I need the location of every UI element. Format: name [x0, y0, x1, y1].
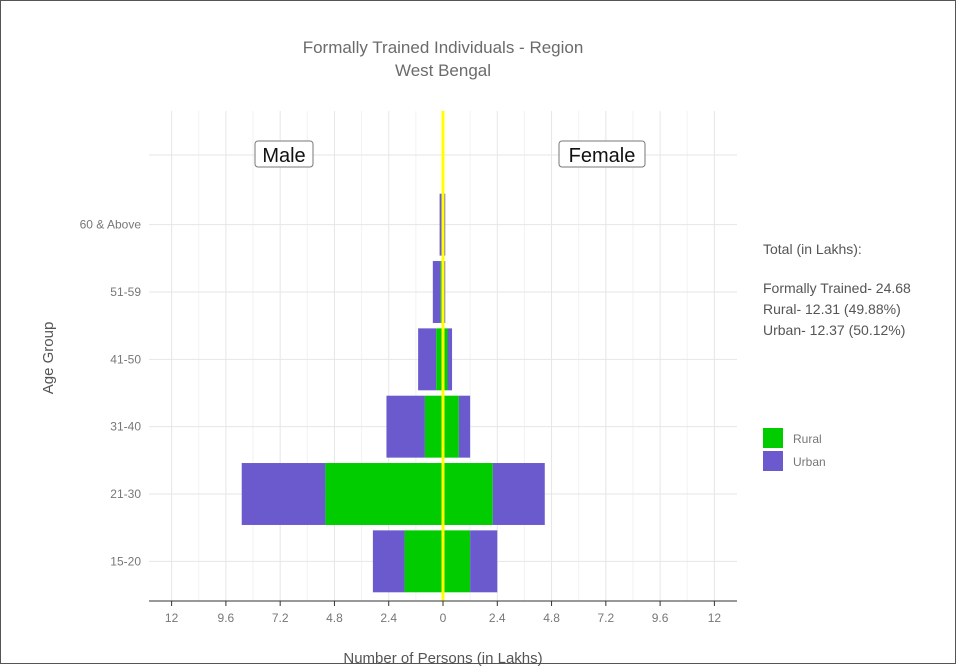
x-tick-label-4: 2.4 [380, 611, 397, 625]
bar-female-rural-31-40 [443, 395, 459, 458]
bar-female-urban-51-59 [444, 261, 446, 323]
y-tick-label-3: 41-50 [110, 352, 141, 366]
x-tick-label-2: 7.2 [272, 611, 289, 625]
x-tick-label-1: 9.6 [218, 611, 235, 625]
totals-line-rural: Rural- 12.31 (49.88%) [763, 301, 901, 317]
x-axis-title: Number of Persons (in Lakhs) [343, 650, 542, 667]
female-label-box: Female [558, 140, 646, 168]
x-axis-ticks: 12 9.6 7.2 4.8 2.4 0 2.4 4.8 7.2 9.6 12 [165, 601, 721, 625]
bar-male-rural-31-40 [424, 395, 443, 458]
bar-female-urban-31-40 [458, 395, 471, 458]
bar-female-rural-15-20 [443, 530, 471, 593]
bar-male-urban-60 & Above [439, 193, 442, 256]
x-tick-label-6: 2.4 [489, 611, 506, 625]
x-tick-label-7: 4.8 [543, 611, 560, 625]
bar-male-urban-21-30 [241, 463, 326, 525]
bar-male-rural-21-30 [325, 463, 443, 525]
x-tick-label-10: 12 [708, 611, 722, 625]
y-tick-label-0: 15-20 [110, 554, 141, 568]
legend-label-rural: Rural [793, 432, 822, 446]
x-tick-label-3: 4.8 [326, 611, 343, 625]
bar-female-urban-41-50 [447, 328, 453, 391]
male-label-box: Male [254, 140, 314, 168]
bar-female-urban-21-30 [492, 463, 545, 525]
bar-male-rural-15-20 [404, 530, 443, 593]
y-axis-ticks: 15-20 21-30 31-40 41-50 51-59 60 & Above [80, 218, 142, 569]
bar-female-urban-15-20 [470, 530, 498, 593]
y-axis-title: Age Group [40, 322, 57, 395]
chart-title: Formally Trained Individuals - Region [303, 38, 584, 57]
x-tick-label-0: 12 [165, 611, 179, 625]
bar-female-urban-60 & Above [444, 193, 446, 256]
y-tick-label-4: 51-59 [110, 285, 141, 299]
male-label-border [254, 140, 314, 168]
y-tick-label-1: 21-30 [110, 487, 141, 501]
bar-female-rural-21-30 [443, 463, 493, 525]
legend-swatch-urban [763, 451, 783, 471]
bar-male-urban-51-59 [432, 261, 441, 323]
female-label-border [558, 140, 646, 168]
female-label: Female [569, 145, 636, 167]
legend: Rural Urban [763, 428, 826, 471]
bar-male-urban-15-20 [372, 530, 405, 593]
totals-heading: Total (in Lakhs): [763, 241, 862, 257]
y-tick-label-5: 60 & Above [80, 218, 142, 232]
bar-female-rural-41-50 [443, 328, 448, 391]
bar-male-urban-41-50 [418, 328, 437, 391]
bar-male-urban-31-40 [386, 395, 425, 458]
male-label: Male [262, 145, 305, 167]
legend-swatch-rural [763, 428, 783, 448]
totals-line-urban: Urban- 12.37 (50.12%) [763, 322, 905, 338]
x-tick-label-8: 7.2 [597, 611, 614, 625]
bars-layer [241, 193, 545, 593]
x-tick-label-5: 0 [440, 611, 447, 625]
legend-label-urban: Urban [793, 455, 826, 469]
y-tick-label-2: 31-40 [110, 420, 141, 434]
totals-line-formally-trained: Formally Trained- 24.68 [763, 280, 911, 296]
x-tick-label-9: 9.6 [652, 611, 669, 625]
chart-subtitle: West Bengal [395, 61, 491, 80]
totals-annotation: Total (in Lakhs): Formally Trained- 24.6… [763, 241, 911, 338]
bar-male-rural-41-50 [436, 328, 443, 391]
